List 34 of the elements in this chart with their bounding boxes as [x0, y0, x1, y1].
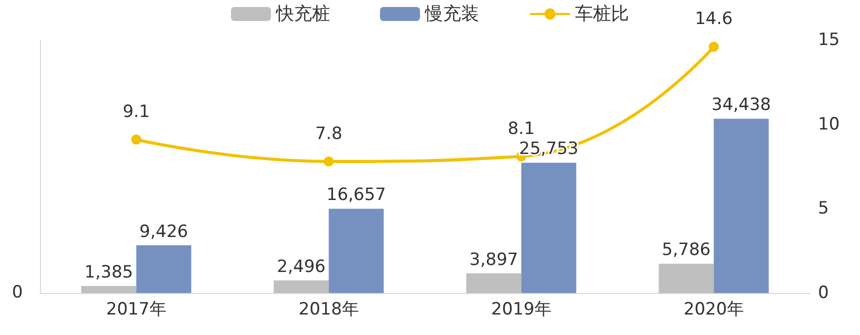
- y2-tick-label: 5: [818, 198, 829, 219]
- x-tick-label: 2018年: [298, 300, 359, 320]
- bar: [658, 264, 714, 293]
- legend-label: 慢充装: [424, 4, 479, 24]
- data-label: 5,786: [662, 240, 711, 260]
- y2-tick-label: 10: [818, 114, 840, 134]
- data-label: 3,897: [469, 250, 518, 270]
- point: [708, 42, 719, 52]
- data-label: 1,385: [84, 262, 134, 282]
- bar: [81, 286, 136, 293]
- legend-label: 快充桩: [275, 4, 330, 24]
- y2-tick-label: 0: [818, 283, 829, 303]
- point: [324, 156, 334, 166]
- x-tick-label: 2019年: [491, 300, 552, 320]
- bar: [466, 273, 522, 293]
- x-tick-label: 2020年: [684, 300, 744, 320]
- bar: [714, 118, 769, 293]
- data-label: 8.1: [508, 118, 535, 139]
- bar: [521, 162, 576, 293]
- y2-tick-label: 15: [818, 30, 840, 50]
- data-label: 16,657: [326, 185, 386, 206]
- text: 0: [12, 282, 23, 302]
- bar: [328, 208, 384, 293]
- data-label: 9,426: [139, 222, 188, 242]
- point: [131, 134, 142, 145]
- data-label: 14.6: [694, 9, 733, 30]
- data-label: 2,496: [276, 256, 326, 277]
- data-label: 9.1: [122, 102, 150, 122]
- data-label: 7.8: [315, 124, 342, 144]
- x-tick-label: 2017年: [106, 300, 166, 320]
- legend-label: 车桩比: [575, 4, 629, 24]
- bar: [274, 280, 329, 293]
- data-label: 34,438: [712, 95, 771, 116]
- bar: [136, 245, 192, 293]
